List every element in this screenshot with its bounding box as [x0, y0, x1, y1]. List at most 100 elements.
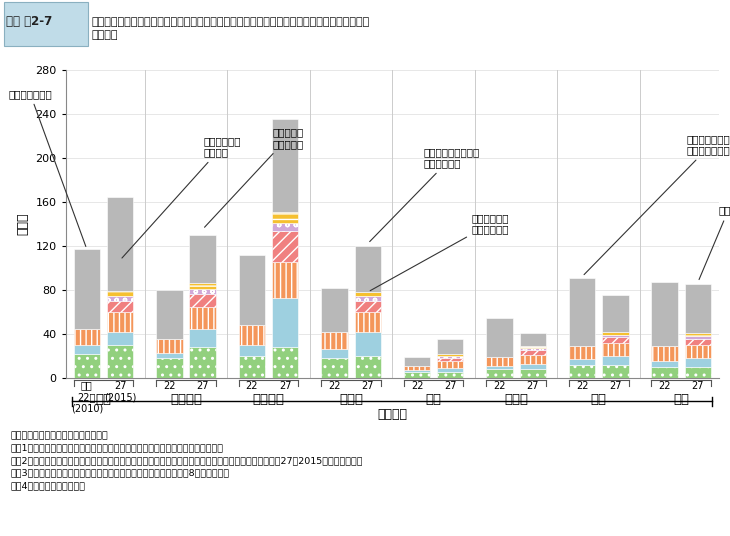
- Bar: [437, 354, 464, 356]
- Text: 飲食料品卸
売・小売業: 飲食料品卸 売・小売業: [204, 127, 303, 227]
- Bar: [272, 222, 299, 232]
- Bar: [190, 289, 216, 294]
- Bar: [239, 345, 265, 356]
- Bar: [272, 297, 299, 347]
- Bar: [520, 355, 546, 363]
- Text: 飲食料品製造業・
飲食サービス業: 飲食料品製造業・ 飲食サービス業: [584, 133, 730, 274]
- Bar: [602, 335, 629, 337]
- Text: 建設業・運輸業: 建設業・運輸業: [8, 89, 86, 247]
- Bar: [355, 332, 381, 356]
- Text: 図表 特2-7: 図表 特2-7: [6, 15, 52, 28]
- Bar: [107, 296, 134, 301]
- Text: 養豚: 養豚: [591, 393, 607, 406]
- Bar: [355, 356, 381, 378]
- Bar: [685, 358, 711, 367]
- Bar: [520, 348, 546, 351]
- Bar: [404, 357, 430, 366]
- Text: 養鶏: 養鶏: [673, 393, 689, 406]
- Bar: [190, 235, 216, 283]
- Bar: [437, 358, 464, 361]
- Bar: [239, 325, 265, 345]
- Bar: [74, 354, 100, 378]
- Bar: [156, 339, 182, 353]
- Text: 稲作: 稲作: [96, 393, 112, 406]
- Bar: [74, 345, 100, 354]
- Bar: [602, 356, 629, 364]
- Bar: [404, 373, 430, 378]
- Bar: [239, 356, 265, 378]
- Bar: [520, 346, 546, 348]
- Bar: [520, 363, 546, 369]
- Bar: [437, 356, 464, 358]
- Bar: [569, 278, 595, 346]
- Bar: [486, 318, 512, 357]
- Text: 施設野菜: 施設野菜: [253, 393, 285, 406]
- Bar: [74, 330, 100, 345]
- FancyBboxPatch shape: [4, 3, 88, 46]
- Bar: [520, 369, 546, 378]
- Bar: [355, 296, 381, 301]
- Bar: [321, 332, 347, 349]
- Bar: [190, 294, 216, 308]
- Bar: [651, 282, 678, 346]
- Bar: [685, 336, 711, 339]
- Bar: [107, 345, 134, 378]
- Bar: [156, 358, 182, 378]
- Bar: [602, 332, 629, 335]
- Bar: [355, 312, 381, 332]
- Text: 資料：農林水産省「農林業センサス」
注：1）複数の業種から資本金・出資金の提供を受けている場合、各項目に入る。
　　2）飲食料品関連以外の製造業、飲食料品関連以: 資料：農林水産省「農林業センサス」 注：1）複数の業種から資本金・出資金の提供を…: [11, 431, 364, 490]
- Bar: [651, 361, 678, 367]
- Bar: [437, 339, 464, 354]
- Bar: [107, 312, 134, 332]
- Bar: [651, 367, 678, 378]
- Bar: [156, 353, 182, 358]
- Bar: [239, 255, 265, 325]
- Bar: [107, 197, 134, 291]
- Bar: [685, 339, 711, 345]
- Bar: [272, 212, 299, 222]
- Bar: [74, 249, 100, 330]
- Bar: [685, 284, 711, 333]
- Bar: [651, 346, 678, 361]
- Text: 主な営農類型型の農業以外の業種から資本金・出資金の提供を受けている農事組合法人と会社
数の合計: 主な営農類型型の農業以外の業種から資本金・出資金の提供を受けている農事組合法人と…: [91, 17, 369, 40]
- Bar: [355, 292, 381, 296]
- Bar: [272, 262, 299, 297]
- Bar: [486, 369, 512, 378]
- Bar: [685, 367, 711, 378]
- Bar: [685, 345, 711, 358]
- Bar: [321, 358, 347, 378]
- Text: 酪農: 酪農: [426, 393, 442, 406]
- Bar: [437, 361, 464, 368]
- Bar: [355, 301, 381, 312]
- Bar: [685, 333, 711, 336]
- Text: 肉用牛: 肉用牛: [504, 393, 529, 406]
- Bar: [190, 330, 216, 347]
- Text: 飲食料品関連以外の
卸売・小売業: 飲食料品関連以外の 卸売・小売業: [369, 147, 480, 242]
- Bar: [602, 343, 629, 356]
- Bar: [107, 332, 134, 345]
- Bar: [602, 364, 629, 378]
- Bar: [602, 295, 629, 332]
- Bar: [404, 370, 430, 373]
- Bar: [520, 333, 546, 346]
- Bar: [602, 337, 629, 343]
- Bar: [355, 246, 381, 292]
- Y-axis label: 経営体: 経営体: [17, 213, 30, 235]
- Bar: [190, 308, 216, 330]
- Text: その他: その他: [699, 206, 730, 280]
- Text: 医療・福祉・
教育関連: 医療・福祉・ 教育関連: [122, 136, 241, 258]
- Text: 単一経営: 単一経営: [377, 408, 407, 421]
- Bar: [190, 347, 216, 378]
- Bar: [156, 290, 182, 339]
- Bar: [107, 291, 134, 296]
- Bar: [486, 366, 512, 369]
- Bar: [107, 301, 134, 312]
- Bar: [569, 359, 595, 364]
- Bar: [437, 368, 464, 373]
- Text: 果樹類: 果樹類: [339, 393, 363, 406]
- Bar: [520, 351, 546, 355]
- Bar: [190, 283, 216, 289]
- Text: 露地野菜: 露地野菜: [170, 393, 202, 406]
- Bar: [437, 373, 464, 378]
- Bar: [272, 232, 299, 262]
